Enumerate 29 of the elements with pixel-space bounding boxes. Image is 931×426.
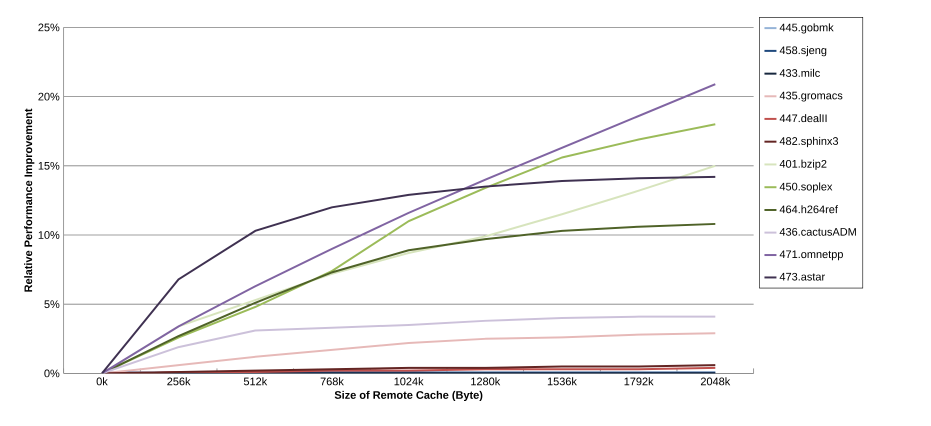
- legend-label: 401.bzip2: [780, 160, 826, 170]
- legend-label: 450.soplex: [780, 182, 832, 193]
- x-tick-label: 1792k: [624, 377, 654, 386]
- y-tick-label: 25%: [38, 24, 60, 32]
- x-tick-label: 1536k: [548, 377, 577, 386]
- legend-label: 473.astar: [780, 272, 825, 281]
- y-tick-label: 0%: [44, 370, 60, 378]
- legend-label: 464.h264ref: [780, 205, 838, 214]
- y-tick-label: 5%: [44, 300, 60, 308]
- x-tick-label: 0k: [96, 377, 108, 386]
- legend-label: 433.milc: [780, 68, 820, 77]
- legend-label: 445.gobmk: [780, 23, 834, 34]
- legend-label: 435.gromacs: [780, 92, 842, 102]
- x-tick-label: 1024k: [394, 377, 424, 386]
- y-axis-title: Relative Performance Improvement: [24, 108, 34, 292]
- y-tick-label: 20%: [38, 92, 60, 100]
- legend-label: 447.dealII: [780, 114, 827, 122]
- x-tick-label: 2048k: [700, 377, 730, 386]
- x-tick-label: 768k: [320, 377, 344, 386]
- x-tick-label: 512k: [244, 377, 268, 386]
- legend-label: 471.omnetpp: [780, 250, 843, 260]
- legend-label: 458.sjeng: [780, 46, 826, 56]
- y-tick-label: 10%: [38, 231, 60, 239]
- x-tick-label: 1280k: [471, 377, 500, 386]
- y-tick-label: 15%: [38, 162, 60, 170]
- x-axis-title: Size of Remote Cache (Byte): [334, 390, 482, 402]
- legend-label: 436.cactusADM: [780, 228, 856, 236]
- legend-label: 482.sphinx3: [780, 136, 838, 148]
- x-tick-label: 256k: [167, 377, 191, 386]
